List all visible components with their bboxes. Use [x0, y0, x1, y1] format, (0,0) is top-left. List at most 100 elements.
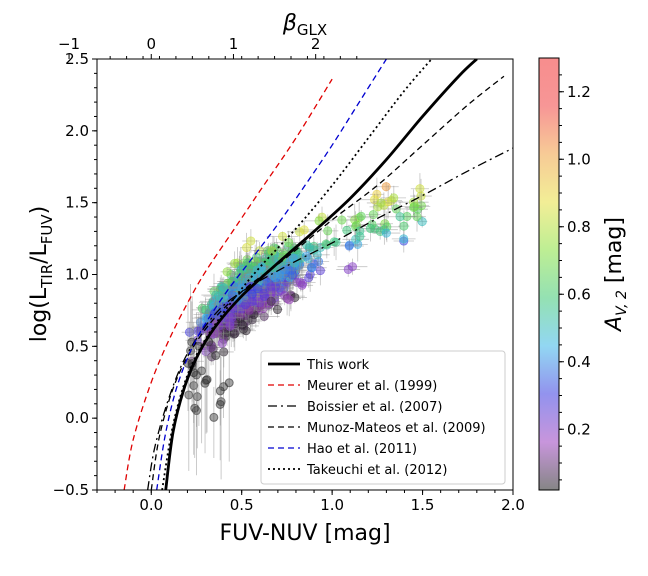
curve-2 — [147, 147, 513, 490]
data-point — [237, 320, 247, 330]
data-point — [247, 297, 257, 307]
data-point — [266, 296, 276, 306]
data-point — [299, 225, 309, 235]
curve-0 — [164, 59, 478, 490]
data-point — [395, 212, 405, 222]
curve-1 — [123, 78, 333, 490]
data-point — [297, 280, 307, 290]
data-point — [356, 211, 366, 221]
colorbar-tick-label: 1.0 — [567, 150, 591, 168]
data-point — [193, 326, 203, 336]
x-tick-label: 1.0 — [320, 496, 344, 514]
data-point — [211, 351, 221, 361]
legend-entry: Hao et al. (2011) — [307, 442, 417, 457]
y-label-sub1: TIR — [38, 264, 56, 289]
data-point — [304, 273, 314, 283]
data-point — [278, 231, 288, 241]
data-point — [323, 226, 333, 236]
top-axis-label: βGLX — [282, 11, 327, 39]
cb-label-sub: V, 2 — [614, 290, 630, 316]
data-point — [209, 412, 219, 422]
data-point — [222, 267, 232, 277]
data-point — [225, 321, 235, 331]
data-point — [219, 283, 229, 293]
cb-label-unit: [mag] — [602, 217, 627, 290]
data-point — [259, 289, 269, 299]
data-point — [229, 281, 239, 291]
data-point — [337, 215, 347, 225]
x-tick-label: 0.5 — [230, 496, 254, 514]
top-tick-label: 1 — [229, 35, 239, 53]
data-point — [376, 198, 386, 208]
y-tick-label: −0.5 — [53, 481, 89, 499]
data-point — [307, 263, 317, 273]
x-tick-label: 0.0 — [139, 496, 163, 514]
data-point — [409, 202, 419, 212]
colorbar: 0.2 0.4 0.6 0.8 1.0 1.2 AV, 2 [mag] — [538, 57, 630, 491]
legend-entry: Takeuchi et al. (2012) — [306, 463, 448, 478]
data-point — [246, 236, 256, 246]
data-point — [184, 390, 194, 400]
legend-box — [260, 350, 506, 485]
data-point — [215, 399, 225, 409]
data-point — [399, 234, 409, 244]
data-point — [284, 295, 294, 305]
legend-entry: Boissier et al. (2007) — [307, 400, 442, 415]
colorbar-tick-label: 0.6 — [567, 285, 591, 303]
data-point — [389, 193, 399, 203]
y-label-mid: /L — [27, 243, 52, 263]
y-tick-label: 0.5 — [65, 337, 89, 355]
colorbar-gradient — [538, 57, 560, 491]
data-point — [230, 258, 240, 268]
colorbar-tick-label: 0.2 — [567, 420, 591, 438]
y-label-end: ) — [27, 206, 52, 215]
curve-3 — [150, 75, 505, 490]
colorbar-label: AV, 2 [mag] — [602, 217, 630, 333]
top-label-main: β — [282, 11, 297, 36]
legend-entry: This work — [306, 358, 370, 373]
model-curves — [123, 59, 513, 490]
y-tick-label: 1.0 — [65, 266, 89, 284]
data-point — [252, 284, 262, 294]
curve-4 — [156, 59, 387, 490]
data-point — [279, 265, 289, 275]
legend: This work Meurer et al. (1999) Boissier et… — [260, 350, 506, 485]
y-tick-label: 1.5 — [65, 194, 89, 212]
data-point — [381, 182, 391, 192]
x-axis-label: FUV-NUV [mag] — [219, 521, 390, 546]
top-tick-label: 2 — [311, 35, 321, 53]
y-tick-label: 2.0 — [65, 122, 89, 140]
data-point — [381, 228, 391, 238]
x-tick-label: 1.5 — [411, 496, 435, 514]
data-point — [266, 282, 276, 292]
data-point — [234, 269, 244, 279]
data-point — [415, 184, 425, 194]
data-point — [272, 305, 282, 315]
y-label-sub2: FUV — [38, 214, 56, 245]
data-point — [368, 210, 378, 220]
top-tick-label: 0 — [146, 35, 156, 53]
cb-label-main: A — [602, 316, 627, 333]
y-axis-label: log(LTIR/LFUV) — [27, 206, 56, 343]
data-point — [224, 312, 234, 322]
colorbar-tick-label: 0.8 — [567, 218, 591, 236]
data-point — [344, 241, 354, 251]
colorbar-tick-label: 1.2 — [567, 83, 591, 101]
data-point — [201, 375, 211, 385]
data-point — [343, 264, 353, 274]
x-axis-ticks: 0.0 0.5 1.0 1.5 2.0 — [96, 490, 525, 514]
data-point — [365, 223, 375, 233]
x-tick-label: 2.0 — [501, 496, 525, 514]
data-point — [416, 191, 426, 201]
data-point — [284, 238, 294, 248]
colorbar-ticks: 0.2 0.4 0.6 0.8 1.0 1.2 — [559, 74, 591, 481]
colorbar-tick-label: 0.4 — [567, 353, 591, 371]
top-tick-label: −1 — [58, 35, 80, 53]
data-point — [200, 305, 210, 315]
top-label-sub: GLX — [297, 21, 327, 39]
data-point — [217, 338, 227, 348]
y-tick-label: 0.0 — [65, 409, 89, 427]
data-point — [315, 266, 325, 276]
y-axis-ticks: −0.5 0.0 0.5 1.0 1.5 2.0 2.5 — [53, 50, 97, 499]
